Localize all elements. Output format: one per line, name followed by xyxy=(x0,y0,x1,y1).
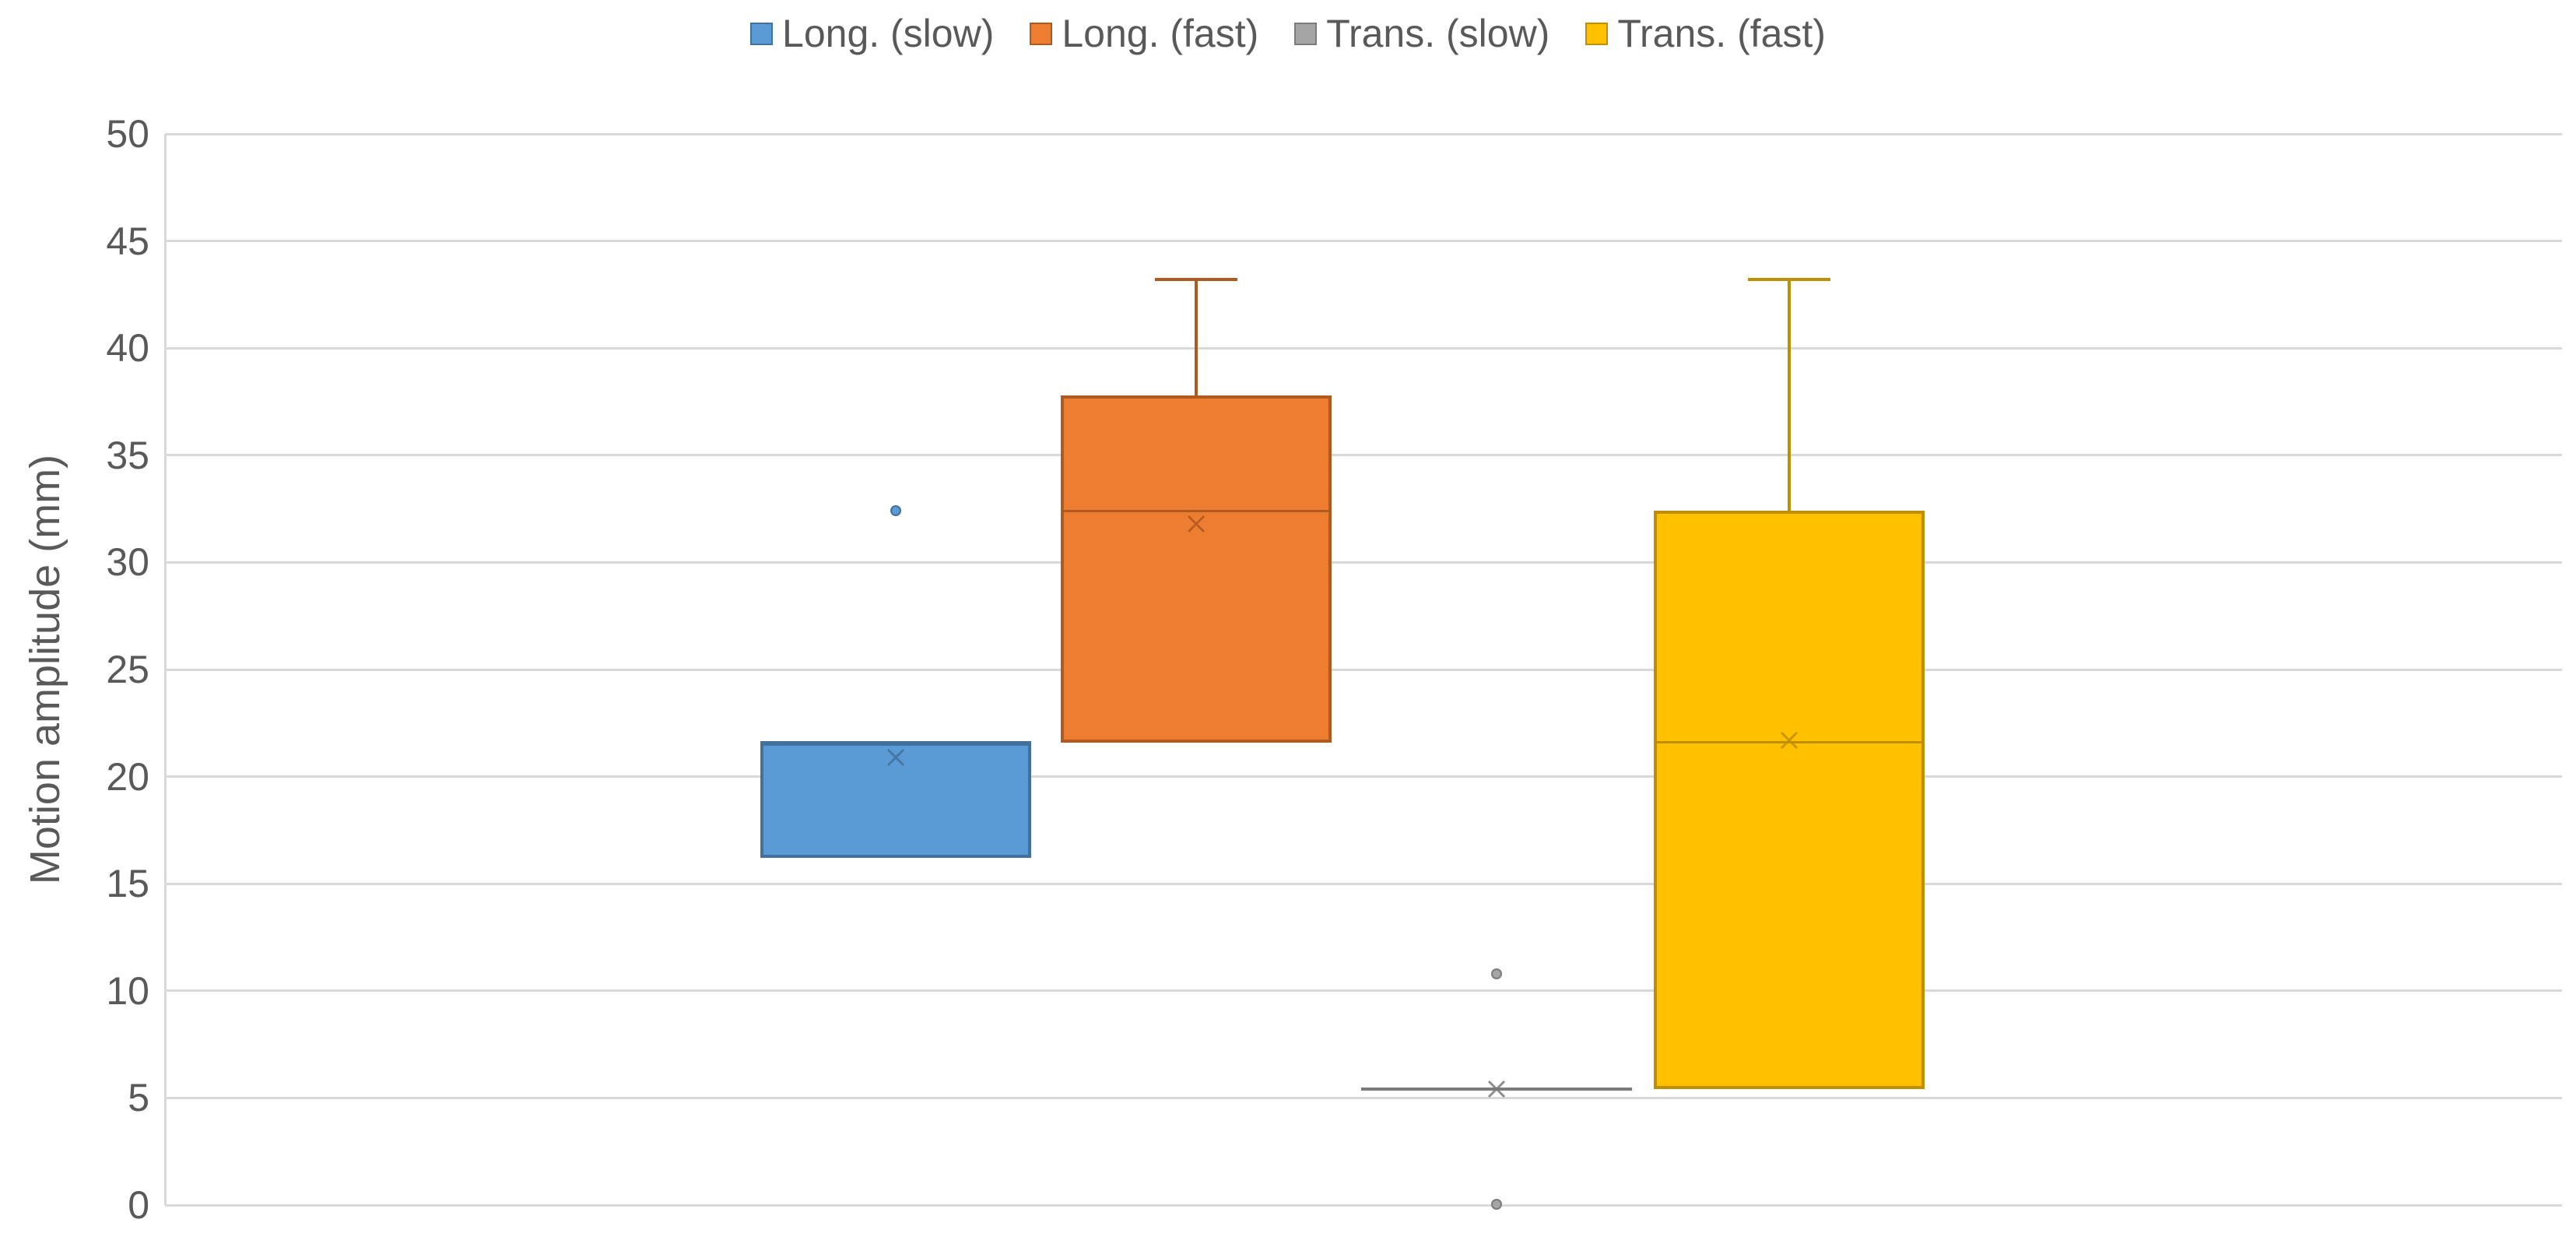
gridline-30 xyxy=(165,560,2562,564)
median-line-long-slow xyxy=(760,741,1031,744)
legend-label-trans-slow: Trans. (slow) xyxy=(1326,12,1550,55)
whisker-cap-trans-fast xyxy=(1748,278,1830,282)
chart-legend: Long. (slow) Long. (fast) Trans. (slow) Tra… xyxy=(0,8,2576,59)
y-tick-label-0: 0 xyxy=(128,1183,149,1227)
y-tick-label-50: 50 xyxy=(106,112,149,156)
whisker-line-long-fast xyxy=(1195,279,1198,395)
legend-label-long-fast: Long. (fast) xyxy=(1062,12,1259,55)
legend-swatch-trans-slow xyxy=(1294,22,1318,45)
box-long-fast xyxy=(1061,395,1332,743)
box-long-slow xyxy=(760,742,1031,859)
gridline-25 xyxy=(165,668,2562,671)
legend-label-long-slow: Long. (slow) xyxy=(782,12,995,55)
y-tick-label-35: 35 xyxy=(106,433,149,477)
legend-swatch-trans-fast xyxy=(1585,22,1609,45)
legend-item-trans-fast: Trans. (fast) xyxy=(1585,11,1826,56)
gridline-20 xyxy=(165,775,2562,778)
median-line-trans-fast xyxy=(1654,741,1925,744)
gridline-15 xyxy=(165,882,2562,885)
legend-item-long-slow: Long. (slow) xyxy=(750,11,994,56)
whisker-cap-long-fast xyxy=(1155,278,1237,282)
whisker-line-trans-fast xyxy=(1788,279,1791,511)
mean-marker-long-slow xyxy=(885,747,907,768)
gridline-5 xyxy=(165,1096,2562,1099)
legend-item-long-fast: Long. (fast) xyxy=(1030,11,1258,56)
gridline-50 xyxy=(165,132,2562,135)
y-tick-label-20: 20 xyxy=(106,754,149,799)
y-axis-line xyxy=(163,134,167,1205)
gridline-0 xyxy=(165,1204,2562,1207)
y-tick-label-25: 25 xyxy=(106,648,149,691)
gridline-40 xyxy=(165,346,2562,350)
outlier-dot-trans-slow-0 xyxy=(1491,968,1502,979)
outlier-dot-trans-slow-1 xyxy=(1491,1198,1502,1210)
outlier-dot-long-slow-0 xyxy=(890,505,901,517)
mean-marker-long-fast xyxy=(1185,513,1207,535)
median-line-long-fast xyxy=(1061,509,1332,512)
y-tick-label-45: 45 xyxy=(106,219,149,263)
y-tick-label-15: 15 xyxy=(106,862,149,906)
mean-marker-trans-slow xyxy=(1486,1078,1507,1100)
y-tick-label-5: 5 xyxy=(128,1076,149,1120)
gridline-35 xyxy=(165,454,2562,457)
box-trans-fast xyxy=(1654,511,1925,1090)
legend-swatch-long-fast xyxy=(1030,22,1053,45)
gridline-45 xyxy=(165,240,2562,243)
y-tick-label-40: 40 xyxy=(106,326,149,371)
gridline-10 xyxy=(165,989,2562,993)
legend-swatch-long-slow xyxy=(750,22,774,45)
legend-item-trans-slow: Trans. (slow) xyxy=(1294,11,1549,56)
legend-label-trans-fast: Trans. (fast) xyxy=(1617,12,1826,55)
mean-marker-trans-fast xyxy=(1778,729,1800,751)
y-tick-label-30: 30 xyxy=(106,540,149,585)
y-tick-label-10: 10 xyxy=(106,968,149,1013)
